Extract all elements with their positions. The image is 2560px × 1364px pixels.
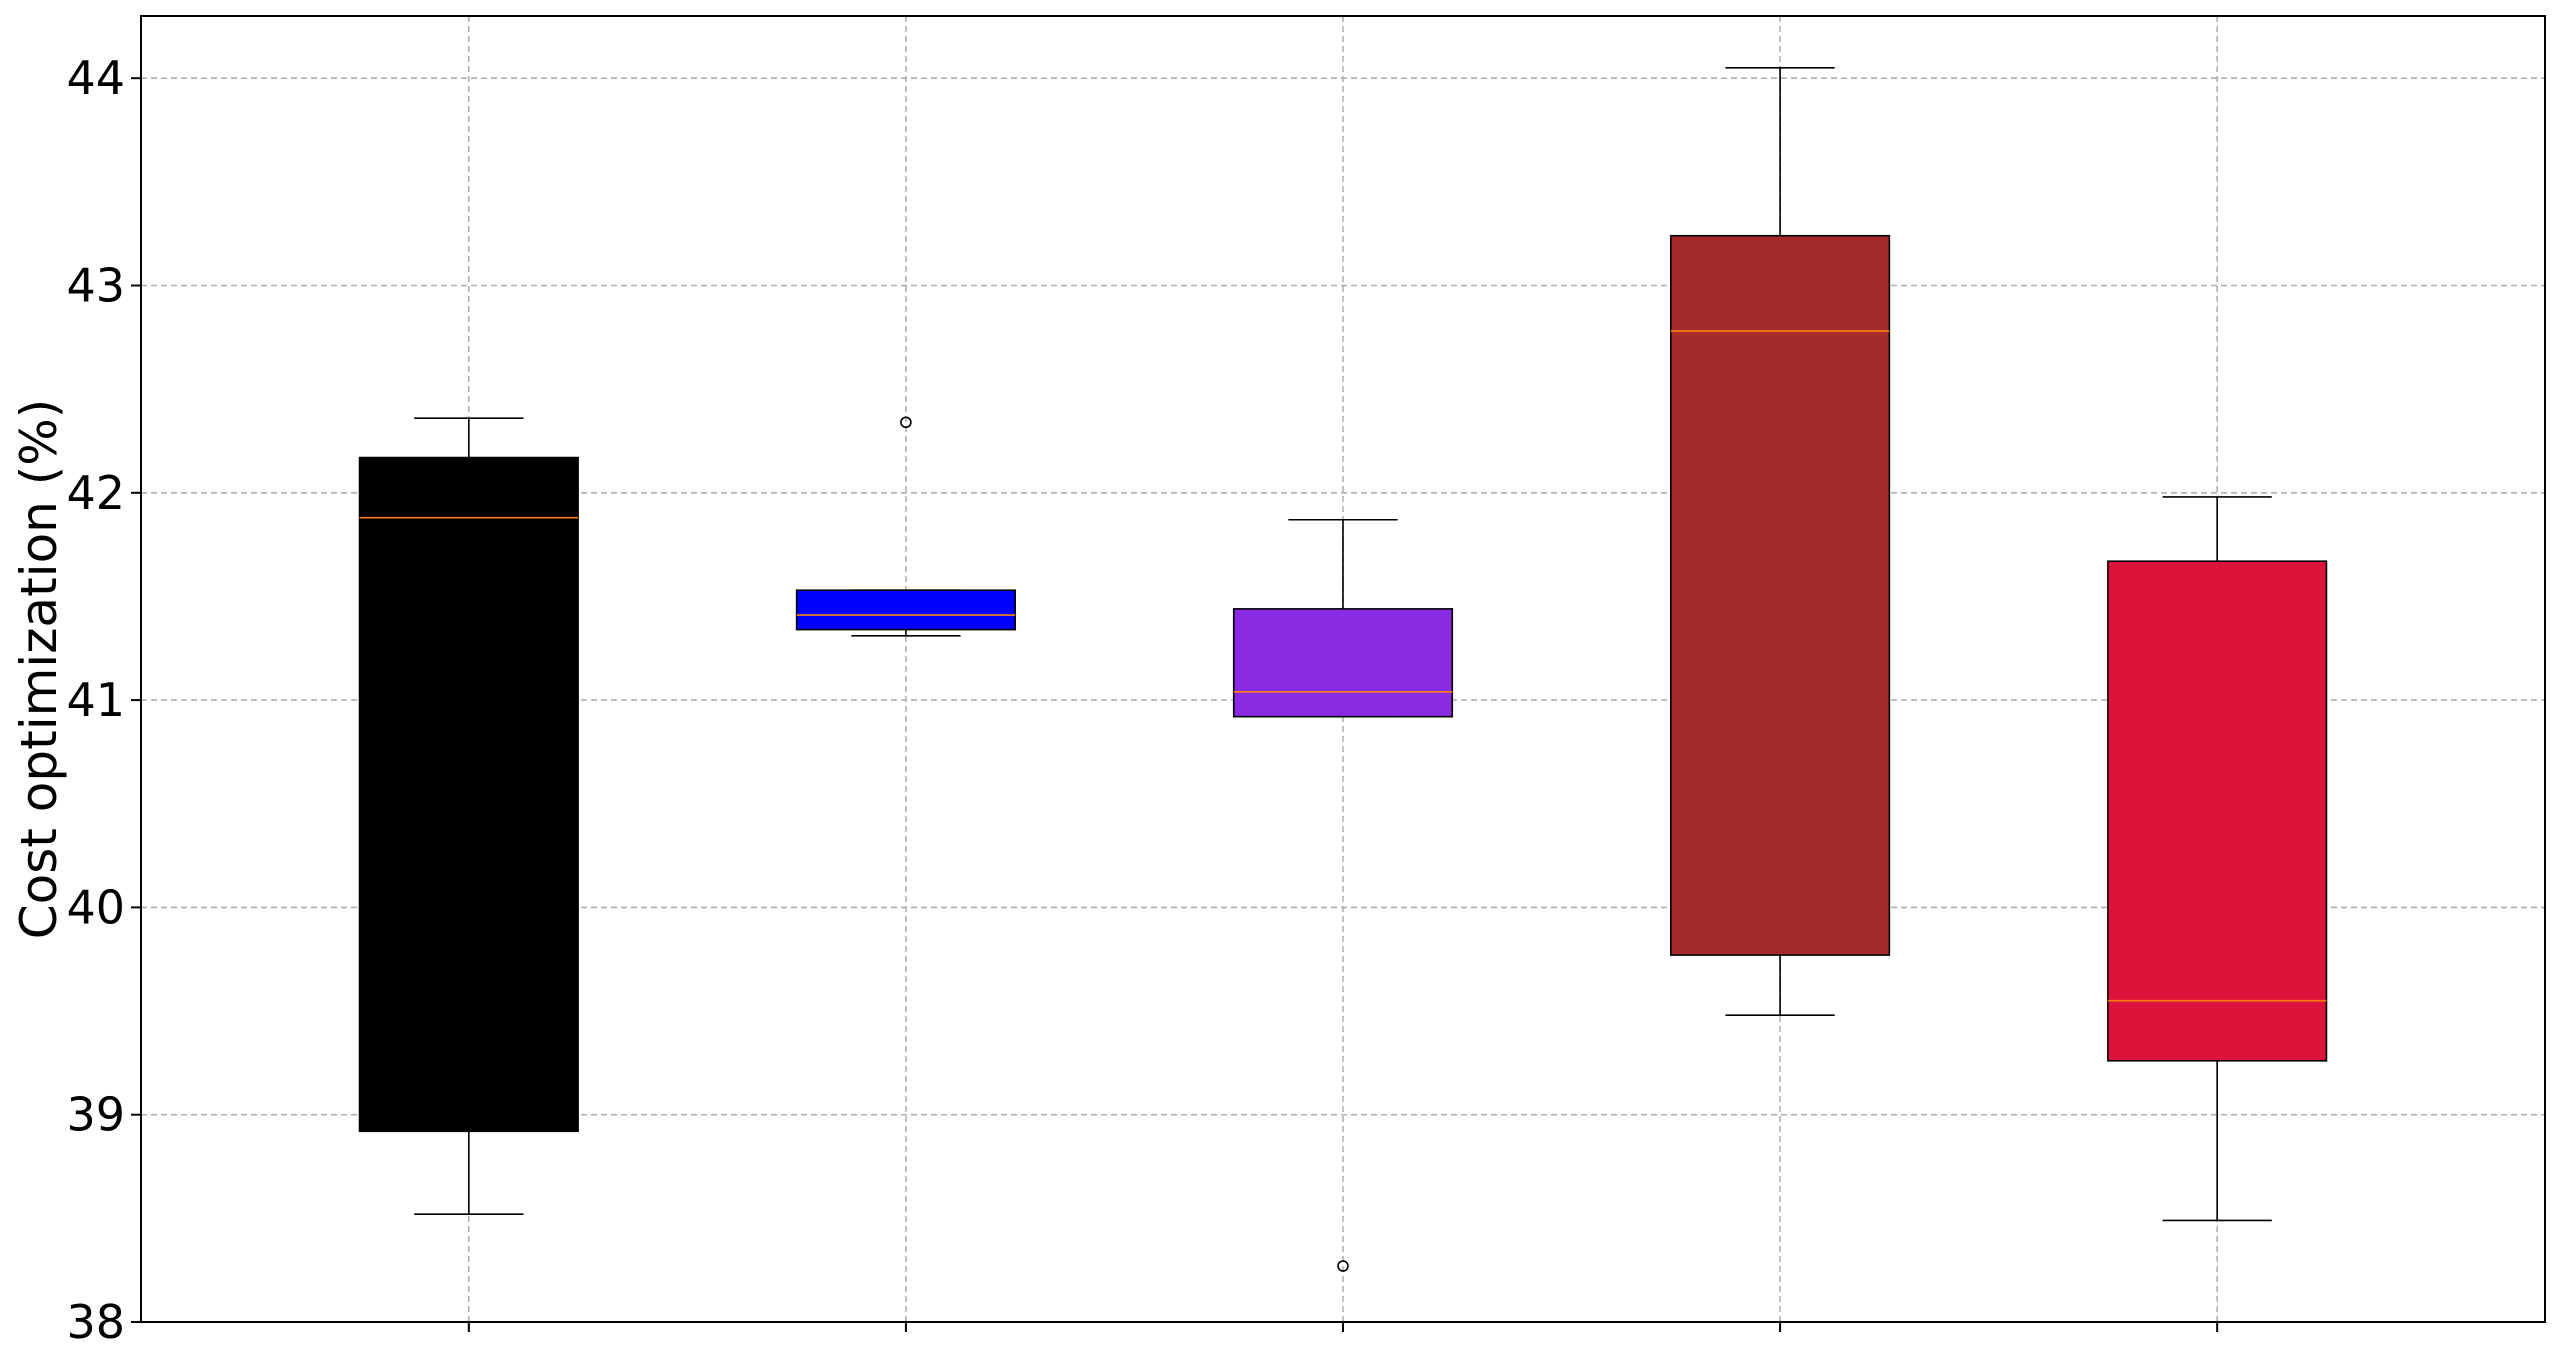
box-body xyxy=(1232,608,1454,718)
y-axis-label: Cost optimization (%) xyxy=(10,399,68,940)
box-layer xyxy=(358,67,2328,1272)
y-tick-label: 39 xyxy=(66,1088,125,1142)
y-tick-label: 41 xyxy=(66,673,125,727)
outlier-point xyxy=(900,416,912,429)
box-body xyxy=(1670,234,1891,956)
box-body xyxy=(2107,560,2328,1062)
box-1 xyxy=(358,417,579,1216)
outlier-point xyxy=(1337,1260,1349,1272)
y-tick-label: 40 xyxy=(66,880,125,934)
box-3 xyxy=(1232,518,1454,1272)
y-tick-label: 43 xyxy=(66,258,125,312)
box-4 xyxy=(1670,67,1891,1016)
y-tick-label: 44 xyxy=(66,51,125,105)
y-tick-label: 38 xyxy=(66,1295,125,1349)
box-5 xyxy=(2107,496,2328,1222)
box-body xyxy=(795,589,1016,631)
y-tick-label: 42 xyxy=(66,466,125,520)
box-2 xyxy=(795,416,1016,637)
box-body xyxy=(358,456,579,1133)
tick-layer: 38 39 40 41 42 43 44 xyxy=(66,51,2219,1349)
